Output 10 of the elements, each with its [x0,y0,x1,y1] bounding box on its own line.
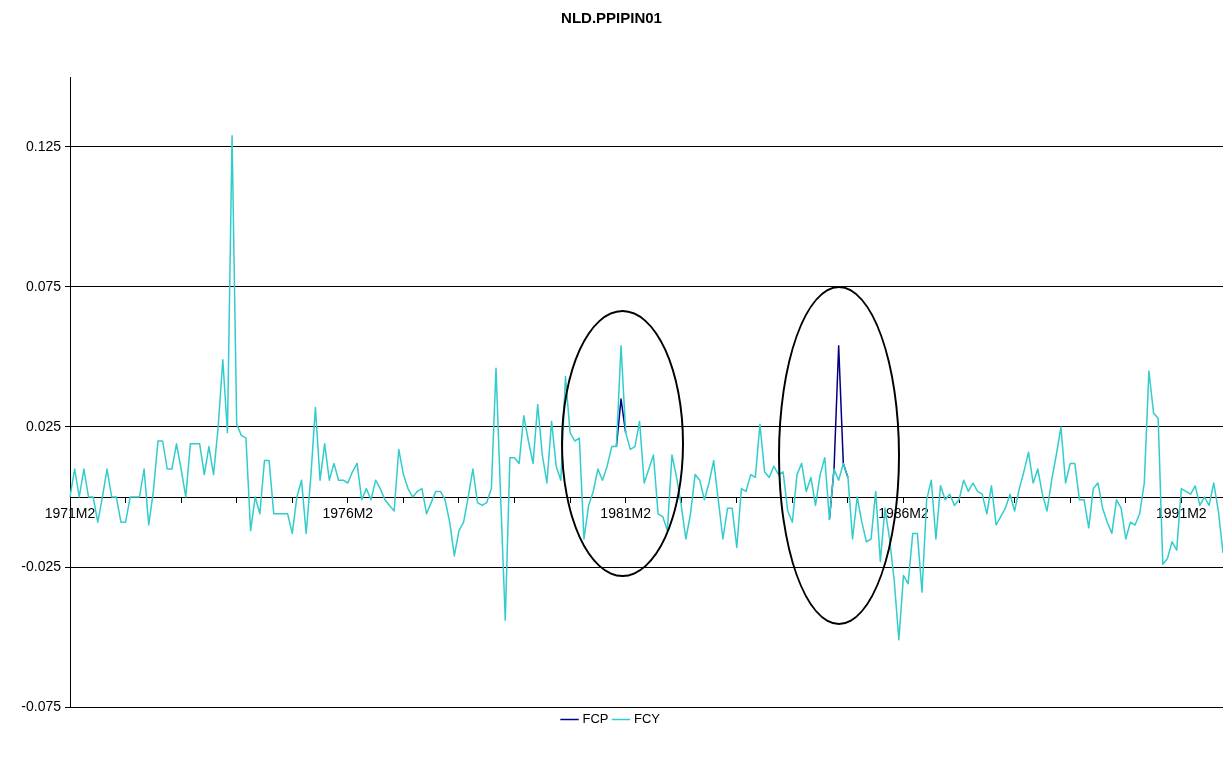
legend-label: FCP [582,711,609,727]
x-tick-label: 1981M2 [600,505,652,522]
chart-title: NLD.PPIPIN01 [561,9,662,27]
y-tick-label: 0.125 [25,137,62,154]
x-tick-label: 1976M2 [322,505,374,522]
y-tick-label: 0.025 [25,417,62,434]
y-tick-label: -0.025 [21,557,62,574]
y-tick-label: 0.075 [25,277,62,294]
y-tick-label: -0.075 [21,697,62,714]
legend-label: FCY [634,711,661,727]
